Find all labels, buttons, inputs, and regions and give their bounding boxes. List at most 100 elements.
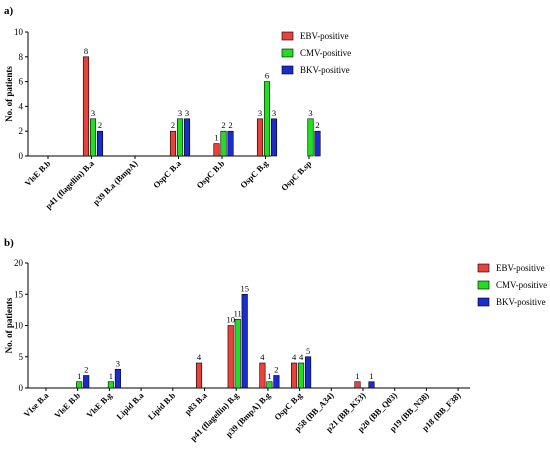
panel-b-bar [195, 362, 203, 389]
panel-b-bar [241, 293, 248, 389]
panel-b-data-label: 11 [234, 308, 242, 318]
panel-a-legend-swatch [281, 65, 294, 75]
panel-a-bar [227, 130, 234, 157]
panel-b-y-tick-label: 0 [19, 383, 24, 393]
panel-a-data-label: 3 [272, 108, 276, 118]
panel-a-bar [89, 118, 97, 157]
panel-a-y-tick-label: 2 [19, 126, 24, 136]
panel-a-data-label: 2 [228, 120, 232, 130]
panel-b-bar [76, 381, 83, 389]
panel-b-bar [305, 356, 312, 389]
panel-a-data-label: 3 [185, 108, 189, 118]
panel-a-y-tick-label: 10 [14, 27, 24, 37]
panel-b-bar [83, 375, 90, 389]
panel-a-legend-label: BKV-positive [300, 65, 350, 75]
panel-a-legend-label: EBV-positive [300, 31, 349, 41]
panel-b-legend-label: CMV-positive [496, 280, 547, 290]
panel-b-data-label: 1 [369, 371, 373, 381]
panel-b-bar [114, 368, 121, 389]
panel-a-category-label: VlsE B.b [23, 158, 53, 188]
panel-b-legend-swatch [477, 280, 490, 290]
panel-a-y-tick-label: 6 [19, 77, 24, 87]
panel-b-legend-label: EBV-positive [496, 263, 545, 273]
panel-b-bar [227, 325, 234, 389]
panel-a-category-label: OspC B.a [151, 158, 183, 190]
panel-b-category-label: OspC B.g [272, 390, 304, 422]
panel-a-data-label: 3 [178, 108, 182, 118]
panel-a-bar [270, 118, 278, 157]
panel-b-data-label: 1 [355, 371, 359, 381]
panel-b-data-label: 4 [299, 352, 304, 362]
panel-b-data-label: 4 [260, 352, 265, 362]
panel-b-legend-swatch [477, 263, 490, 273]
panel-a-legend-label: CMV-positive [300, 48, 351, 58]
panel-a-y-axis-label: No. of patients [4, 66, 14, 122]
panel-a-bar [176, 118, 184, 157]
panel-b-data-label: 1 [109, 371, 113, 381]
panel-a-data-label: 3 [258, 108, 262, 118]
panel-b-bar [234, 318, 241, 389]
panel-a-bar [256, 118, 264, 157]
panel-b-y-tick-label: 10 [14, 321, 24, 331]
panel-a-y-tick-label: 0 [19, 151, 24, 161]
panel-b-y-tick-label: 5 [19, 352, 24, 362]
panel-a-data-label: 2 [315, 120, 319, 130]
panel-b-data-label: 4 [197, 352, 202, 362]
panel-a-bar [263, 81, 271, 157]
panel-a-data-label: 6 [265, 71, 269, 81]
panel-a-data-label: 1 [214, 133, 218, 143]
panel-a-category-label: p39 B.a (BmpA) [91, 158, 140, 207]
panel-b-y-tick-label: 20 [14, 258, 24, 268]
panel-b-category-label: VlsE B.b [52, 390, 82, 420]
panel-a-category-label: OspC B.b [194, 158, 226, 190]
panel-a-data-label: 2 [221, 120, 225, 130]
panel-b-y-axis-label: No. of patients [4, 297, 14, 353]
panel-a-bar [213, 143, 220, 157]
panel-b-bar [273, 375, 280, 389]
panel-b-data-label: 10 [226, 315, 235, 325]
panel-b-bar [291, 362, 298, 389]
panel-b-data-label: 2 [274, 365, 278, 375]
panel-b-category-label: VIse B.a [22, 390, 51, 419]
panel-b-bar [259, 362, 266, 389]
panel-b-legend-swatch [477, 297, 490, 307]
panel-a-bar [314, 130, 321, 157]
panel-b-legend-label: BKV-positive [496, 297, 546, 307]
panel-b-data-label: 4 [292, 352, 297, 362]
panel-a-legend-swatch [281, 48, 294, 58]
panel-a-bar [96, 130, 104, 157]
panel-a-y-tick-label: 8 [19, 52, 24, 62]
panel-a-data-label: 2 [171, 120, 175, 130]
panel-b-category-label: Lipid B.b [146, 390, 178, 422]
panel-b-category-label: Lipid B.a [114, 390, 146, 422]
panel-a-category-label: OspC B.sp [279, 158, 314, 193]
panel-b-bar [266, 381, 273, 389]
panel-b-category-label: VlsE B.g [84, 390, 114, 420]
panel-b-data-label: 3 [116, 358, 120, 368]
panel-b-bar [298, 362, 305, 389]
panel-a-data-label: 2 [98, 120, 102, 130]
panel-b-category-label: p83 B.a [182, 390, 209, 417]
panel-b-bar [354, 381, 361, 389]
panel-a-data-label: 3 [308, 108, 312, 118]
panel-b-data-label: 15 [240, 283, 249, 293]
panel-b-bar [107, 381, 114, 389]
panel-a-legend-swatch [281, 31, 294, 41]
panel-b-data-label: 5 [306, 346, 310, 356]
panel-a-bar [307, 118, 314, 157]
panel-a-bar [183, 118, 191, 157]
panel-b-bar [368, 381, 375, 389]
panel-a-data-label: 3 [91, 108, 95, 118]
panel-a-category-label: OspC B.g [238, 158, 270, 190]
panel-a-bar [220, 130, 227, 157]
panel-b-data-label: 1 [77, 371, 81, 381]
panel-a-y-tick-label: 4 [19, 101, 24, 111]
panel-a-bar [169, 130, 177, 157]
panel-b-data-label: 1 [267, 371, 271, 381]
panel-b-data-label: 2 [84, 365, 88, 375]
panel-a-bar [82, 56, 90, 157]
panel-a-data-label: 8 [84, 46, 88, 56]
panel-a-label: a) [4, 5, 14, 17]
panel-b-label: b) [4, 237, 14, 249]
